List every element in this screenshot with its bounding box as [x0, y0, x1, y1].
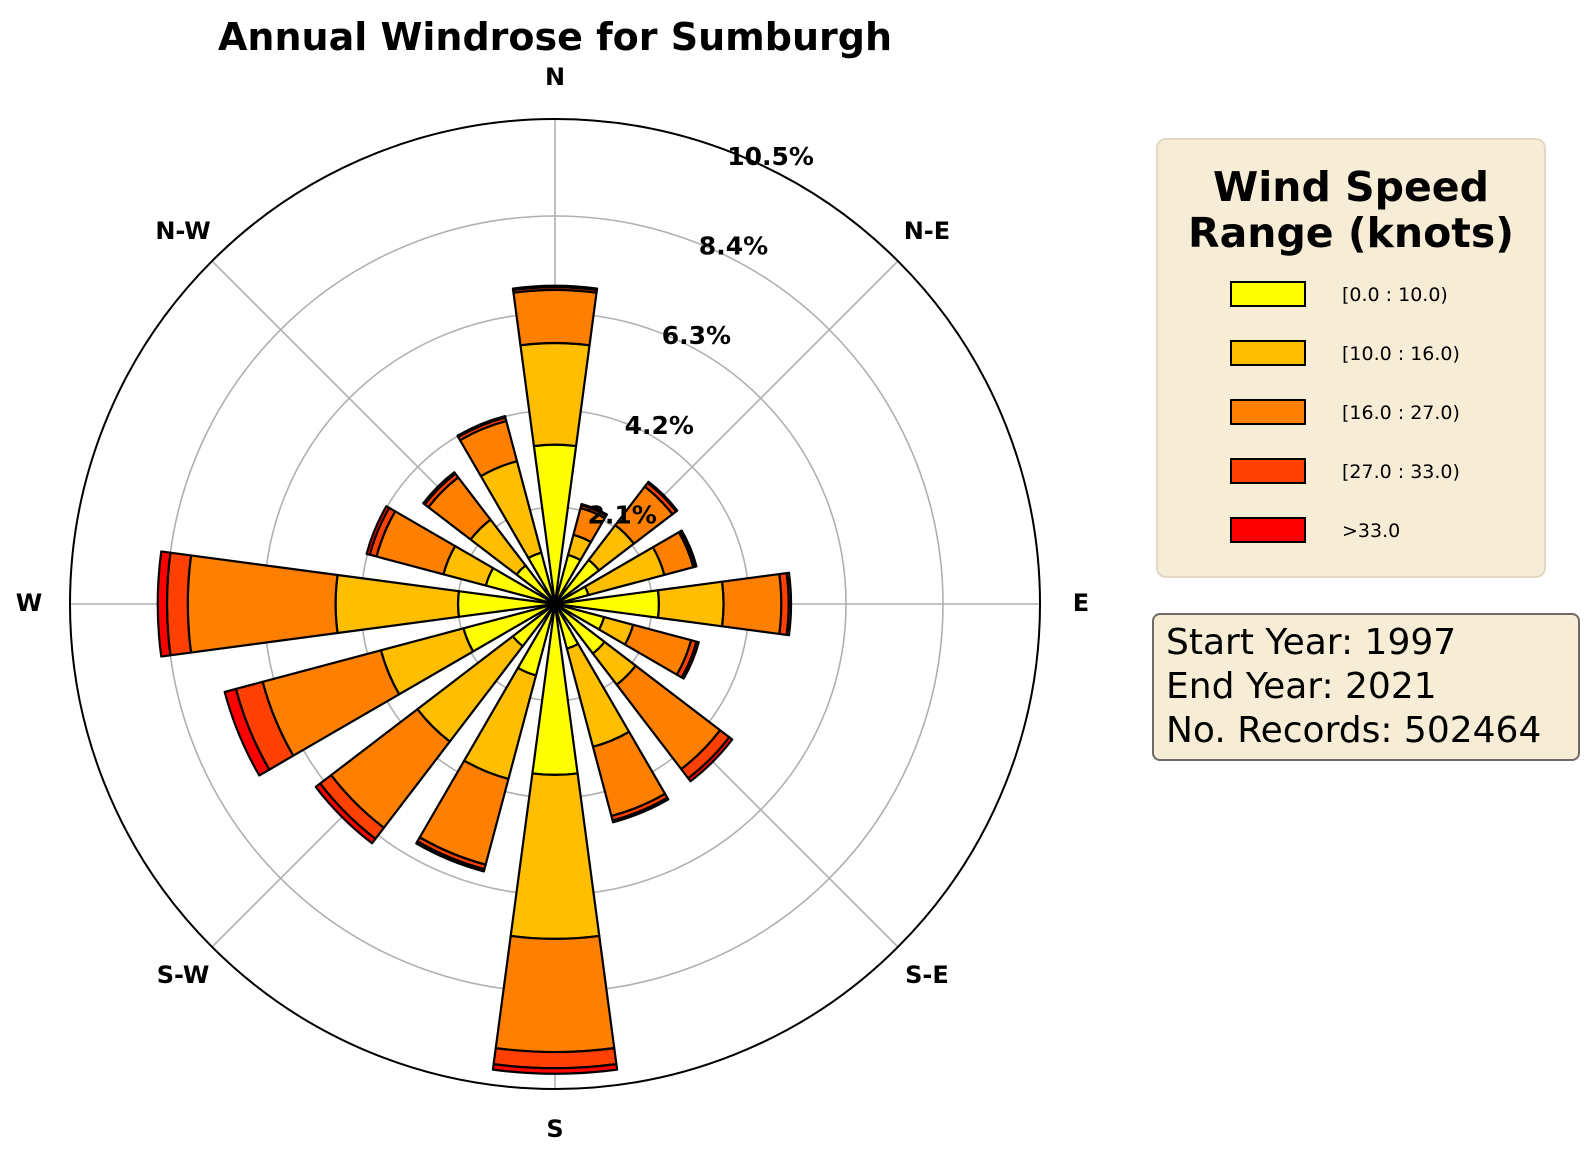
- direction-label: S: [546, 1115, 563, 1143]
- radial-tick-label: 8.4%: [699, 232, 768, 261]
- legend-label: [27.0 : 33.0): [1342, 461, 1460, 483]
- wind-bar-segment: [491, 1063, 619, 1075]
- legend-swatch: [1230, 340, 1306, 366]
- wind-bars: [156, 284, 793, 1075]
- legend-swatch: [1230, 458, 1306, 484]
- radial-tick-label: 2.1%: [587, 500, 656, 529]
- legend-label: [16.0 : 27.0): [1342, 402, 1460, 424]
- start-year-text: Start Year: 1997: [1166, 622, 1457, 663]
- legend-label: [0.0 : 10.0): [1342, 284, 1448, 306]
- legend-title-line-1: Wind Speed: [1213, 163, 1489, 211]
- radial-tick-label: 4.2%: [625, 411, 694, 440]
- wind-bar-segment: [165, 551, 193, 657]
- wind-bar-segment: [721, 572, 783, 636]
- wind-bar-segment: [422, 471, 457, 506]
- legend-title: Wind Speed Range (knots): [1158, 164, 1544, 256]
- direction-label: E: [1073, 589, 1089, 617]
- direction-label: S-W: [157, 961, 210, 989]
- wind-bar-segment: [494, 934, 616, 1054]
- wind-bar-segment: [687, 736, 734, 783]
- wind-bar-segment: [679, 529, 698, 568]
- direction-label: N-E: [904, 217, 950, 245]
- wind-bar-segment: [512, 288, 598, 347]
- wind-bar-segment: [785, 571, 793, 637]
- wind-bar-segment: [519, 341, 591, 448]
- wind-bar-segment: [580, 502, 608, 517]
- legend-swatch: [1230, 517, 1306, 543]
- outer-frame: [69, 118, 1041, 1090]
- wind-bar-segment: [365, 505, 391, 556]
- legend-swatch: [1230, 281, 1306, 307]
- record-count-text: No. Records: 502464: [1166, 710, 1542, 751]
- direction-label: S-E: [905, 961, 949, 989]
- wind-bar-segment: [314, 782, 377, 845]
- wind-bar-segment: [680, 640, 700, 680]
- wind-bar-segment: [456, 414, 507, 439]
- wind-bar-segment: [223, 687, 271, 777]
- legend-item: [0.0 : 10.0): [1230, 281, 1530, 311]
- wind-bar-segment: [415, 840, 486, 873]
- wind-bar-segment: [334, 573, 460, 635]
- wind-bar-segment: [511, 284, 599, 292]
- record-info-box: Start Year: 1997 End Year: 2021 No. Reco…: [1152, 613, 1580, 761]
- legend-item: [16.0 : 27.0): [1230, 399, 1530, 429]
- legend-title-line-2: Range (knots): [1188, 209, 1514, 257]
- radial-tick-label: 10.5%: [727, 142, 814, 171]
- direction-label: N: [545, 63, 565, 91]
- legend-label: [10.0 : 16.0): [1342, 343, 1460, 365]
- wind-bar-segment: [656, 580, 725, 628]
- legend-item: >33.0: [1230, 517, 1530, 547]
- wind-bar-segment: [611, 796, 670, 824]
- wind-bar-segment: [646, 480, 679, 513]
- legend-item: [10.0 : 16.0): [1230, 340, 1530, 370]
- legend: Wind Speed Range (knots) [0.0 : 10.0) [1…: [1156, 138, 1546, 578]
- direction-label: W: [16, 589, 42, 617]
- wind-bar-segment: [186, 554, 339, 654]
- radial-tick-label: 6.3%: [662, 321, 731, 350]
- direction-labels: N N-E E S-E S S-W W N-W: [16, 63, 1089, 1143]
- legend-swatch: [1230, 399, 1306, 425]
- radial-tick-labels: 2.1% 4.2% 6.3% 8.4% 10.5%: [587, 142, 814, 529]
- wind-bar-segment: [509, 772, 601, 940]
- wind-bar-segment: [156, 550, 172, 658]
- chart-title: Annual Windrose for Sumburgh: [218, 15, 892, 59]
- direction-label: N-W: [155, 217, 210, 245]
- legend-label: >33.0: [1342, 520, 1401, 542]
- legend-item: [27.0 : 33.0): [1230, 458, 1530, 488]
- end-year-text: End Year: 2021: [1166, 666, 1437, 707]
